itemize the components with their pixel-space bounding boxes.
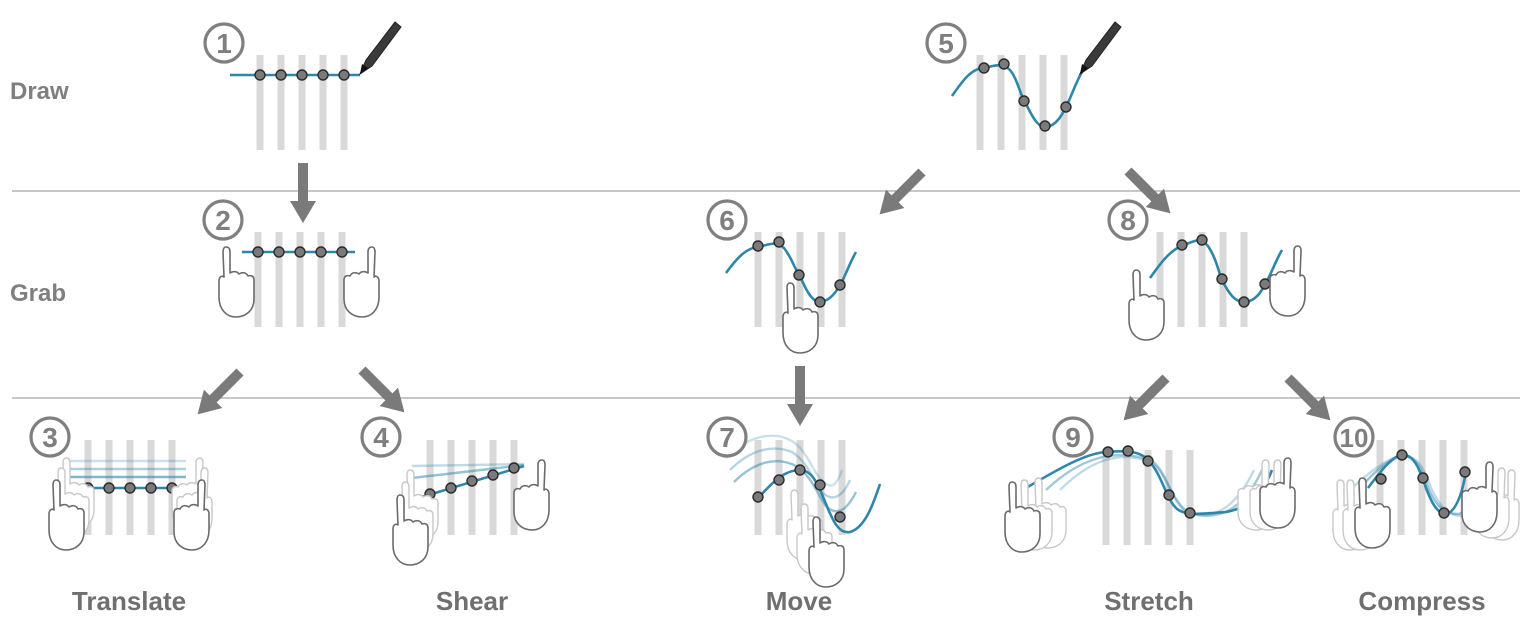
hand-icon [1354,477,1391,549]
step-badge-3: 3 [29,416,71,458]
step-badge-7: 7 [706,416,748,458]
step-2-panel [218,232,380,327]
hand-icon [513,459,550,531]
step-badge-6: 6 [706,199,748,241]
step-badge-9: 9 [1052,416,1094,458]
arrow-icon [1123,374,1170,421]
svg-text:6: 6 [719,205,735,236]
arrow-icon [787,366,813,426]
svg-text:8: 8 [1120,205,1136,236]
step-3-panel [48,440,213,551]
label-stretch: Stretch [1104,586,1194,616]
step-7-panel [725,434,882,588]
svg-text:10: 10 [1340,423,1369,453]
svg-text:1: 1 [216,28,232,59]
label-move: Move [765,586,833,616]
svg-text:9: 9 [1065,422,1081,453]
step-badge-2: 2 [202,199,244,241]
label-compress: Compress [1358,586,1486,616]
step-9-panel [1004,445,1296,553]
step-6-panel [724,232,858,354]
step-badge-4: 4 [360,416,402,458]
arrow-icon [290,163,316,223]
svg-text:5: 5 [938,28,954,59]
pen-icon [358,21,402,76]
svg-text:4: 4 [373,422,389,453]
label-shear: Shear [435,586,509,616]
arrow-icon [197,368,244,415]
arrow-icon [879,168,926,215]
step-10-panel [1332,440,1520,551]
svg-text:3: 3 [42,422,58,453]
step-5-panel [950,21,1122,150]
arrow-icon [1284,374,1331,421]
step-4-panel [392,440,550,566]
step-8-panel [1128,232,1306,341]
step-badge-8: 8 [1107,199,1149,241]
svg-text:7: 7 [719,422,735,453]
hand-icon [1269,245,1306,317]
label-translate: Translate [71,586,187,616]
step-badge-5: 5 [925,22,967,64]
step-badge-1: 1 [203,22,245,64]
arrow-icon [358,366,405,413]
row-label-grab: Grab [10,280,67,307]
arrow-icon [1124,167,1171,214]
row-label-draw: Draw [10,78,69,105]
hand-icon [343,246,380,318]
hand-icon [218,246,255,318]
svg-text:2: 2 [215,205,231,236]
pen-icon [1078,21,1122,76]
step-badge-10: 10 [1333,416,1375,458]
step-1-panel [230,21,402,150]
